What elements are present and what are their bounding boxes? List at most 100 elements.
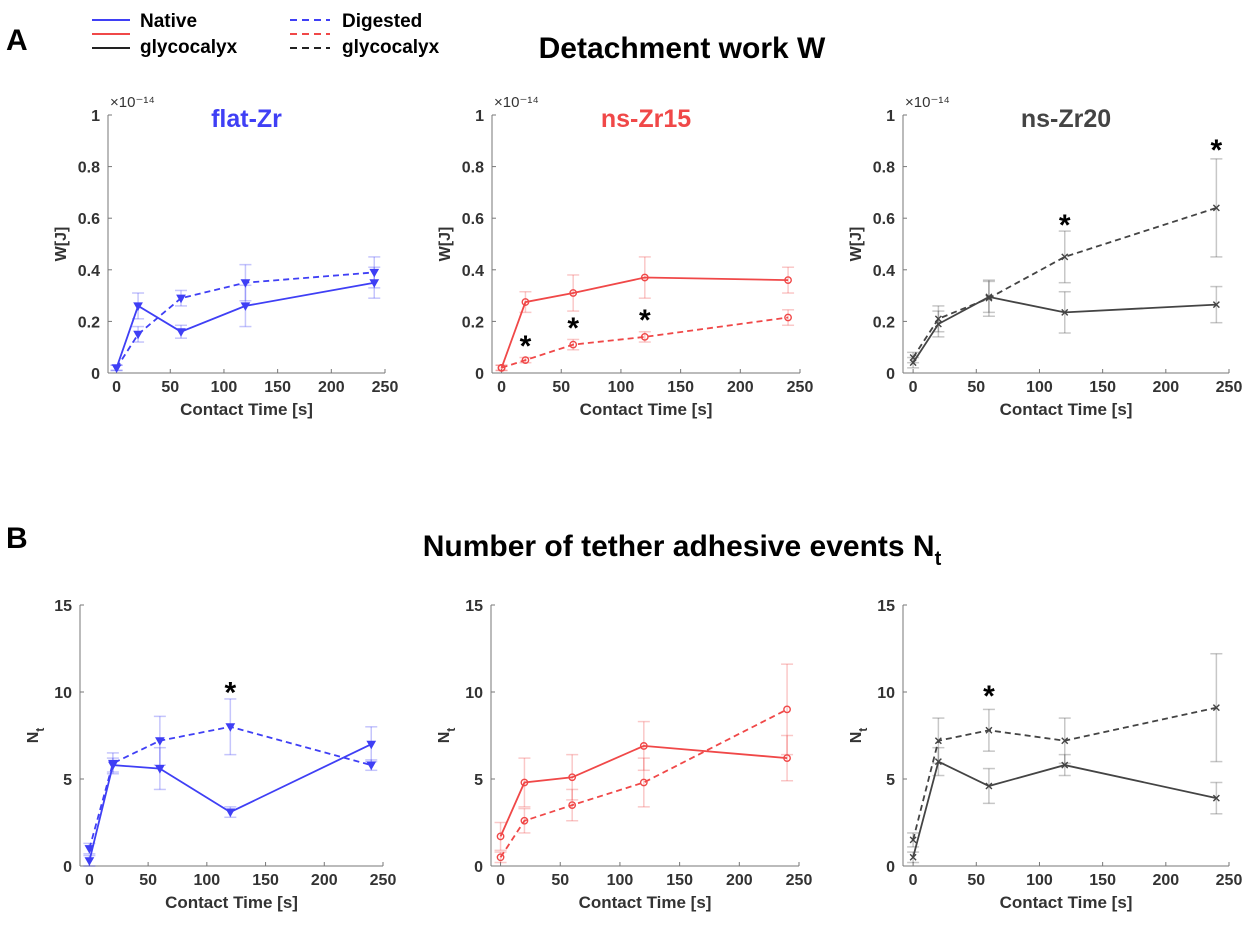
chart-b2-digested-series-errorbar bbox=[637, 757, 650, 808]
chart-b3-native-series-marker-stroke bbox=[934, 758, 942, 766]
chart-a1-digested-series-marker bbox=[133, 330, 143, 340]
chart-b1-x-tick-label: 100 bbox=[193, 872, 220, 889]
chart-a1-y-tick-label: 0.2 bbox=[78, 314, 100, 331]
chart-b3-digested-series bbox=[907, 652, 1223, 848]
chart-a3-native-series-marker-stroke bbox=[985, 293, 993, 301]
chart-b3-x-tick-label: 0 bbox=[909, 872, 918, 889]
chart-a2-y-tick-label: 0.8 bbox=[462, 160, 484, 177]
legend-native-label: Native bbox=[140, 11, 197, 32]
chart-b3-y-tick-label: 10 bbox=[877, 685, 895, 702]
chart-b2-x-tick-label: 0 bbox=[496, 872, 505, 889]
chart-a1-x-tick-label: 100 bbox=[211, 379, 238, 396]
chart-a2-x-axis-label: Contact Time [s] bbox=[580, 400, 713, 419]
chart-b1-y-tick-label: 5 bbox=[63, 772, 72, 789]
chart-a3-y-tick-label: 0.8 bbox=[873, 160, 895, 177]
panel-a-label: A bbox=[6, 24, 28, 57]
chart-b1-native-series bbox=[83, 726, 378, 867]
chart-b2-native-series-errorbar bbox=[494, 821, 507, 852]
chart-b3-digested-series-marker bbox=[1212, 704, 1220, 712]
chart-a2-native-series-marker bbox=[521, 298, 530, 306]
chart-a3-y-tick-label: 0.2 bbox=[873, 314, 895, 331]
chart-b3-y-tick-label: 0 bbox=[886, 859, 895, 876]
chart-b3-x-tick-label: 150 bbox=[1089, 872, 1116, 889]
chart-a1-y-tick-label: 0 bbox=[91, 366, 100, 383]
chart-a3-native-series-marker bbox=[1212, 301, 1220, 309]
chart-a2-native-series-line bbox=[500, 276, 789, 369]
chart-a2-subtitle: ns-Zr15 bbox=[601, 105, 691, 133]
chart-b2-y-axis-label: Nt bbox=[436, 728, 458, 744]
legend-digested-label-2: glycocalyx bbox=[342, 37, 440, 58]
chart-a1-exponent-label: ×10⁻¹⁴ bbox=[110, 94, 155, 111]
chart-a2-x-tick-label: 200 bbox=[727, 379, 754, 396]
chart-a2-significance-star: * bbox=[639, 304, 651, 337]
legend: Native glycocalyx Digested glycocalyx bbox=[92, 11, 440, 58]
chart-b3-digested-series-marker-stroke bbox=[1212, 704, 1220, 712]
chart-b1-digested-series-marker bbox=[225, 723, 236, 732]
chart-a2-significance-star: * bbox=[567, 312, 579, 345]
chart-b1-native-series-marker bbox=[225, 808, 236, 818]
chart-a3-x-tick-label: 150 bbox=[1089, 379, 1116, 396]
chart-a3-native-series-marker-stroke bbox=[909, 359, 917, 367]
chart-b3-digested-series-marker-stroke bbox=[1061, 737, 1069, 745]
chart-a3-x-axis-label: Contact Time [s] bbox=[1000, 400, 1133, 419]
chart-b3-digested-series-marker-stroke bbox=[909, 836, 917, 844]
chart-a2-x-tick-label: 0 bbox=[497, 379, 506, 396]
chart-b2-y-axis-label-sub: t bbox=[444, 728, 458, 732]
chart-a2-native-series-marker bbox=[640, 273, 649, 282]
chart-b3-digested-series-marker bbox=[934, 737, 942, 745]
chart-b3-native-series-marker-stroke bbox=[985, 782, 993, 790]
chart-b2-x-tick-label: 200 bbox=[726, 872, 753, 889]
chart-b2-native-series-marker bbox=[639, 742, 648, 750]
chart-a3-y-axis-label-main: W[J] bbox=[848, 227, 865, 262]
chart-a1-y-axis-label-main: W[J] bbox=[53, 227, 70, 262]
chart-b2-x-tick-label: 250 bbox=[786, 872, 813, 889]
chart-b2-digested-series-marker bbox=[639, 778, 648, 787]
chart-a3-y-tick-label: 0 bbox=[886, 366, 895, 383]
chart-b1-y-tick-label: 10 bbox=[54, 685, 72, 702]
chart-b1-x-tick-label: 150 bbox=[252, 872, 279, 889]
chart-a2-x-tick-label: 50 bbox=[552, 379, 570, 396]
chart-a1-y-tick-label: 1 bbox=[91, 108, 100, 125]
chart-b1-y-axis-label-main: N bbox=[25, 732, 42, 744]
chart-b2-digested-series-marker bbox=[568, 801, 577, 809]
chart-b1-digested-series bbox=[83, 698, 378, 855]
chart-a2-x-tick-label: 150 bbox=[667, 379, 694, 396]
title-detachment-work: Detachment work W bbox=[539, 32, 826, 65]
chart-b2-native-series-marker bbox=[520, 778, 529, 787]
chart-a2-digested-series bbox=[495, 309, 795, 372]
chart-b3-digested-series-marker-stroke bbox=[985, 726, 993, 734]
chart-b2-digested-series-marker bbox=[496, 853, 505, 862]
chart-a3-digested-series-marker bbox=[985, 294, 993, 302]
chart-a2-exponent-label: ×10⁻¹⁴ bbox=[494, 94, 539, 111]
chart-b3-y-tick-label: 15 bbox=[877, 598, 895, 615]
chart-a1-digested-series bbox=[110, 256, 381, 373]
chart-b2-native-series-marker bbox=[783, 754, 791, 763]
chart-a2-digested-series-marker bbox=[784, 313, 792, 322]
chart-a1-native-series-marker bbox=[369, 279, 380, 288]
chart-a2-native-series bbox=[495, 256, 795, 372]
chart-a2-x-tick-label: 250 bbox=[787, 379, 814, 396]
chart-b2-x-axis-label: Contact Time [s] bbox=[579, 893, 712, 912]
chart-b1-digested-series-marker bbox=[108, 759, 118, 769]
chart-a1-digested-series-marker bbox=[111, 364, 122, 373]
chart-a3: 0 50 100 150 200 250 0 0.2 0.4 0.6 0.8 1 Contact Tim… bbox=[848, 94, 1242, 419]
chart-a1-y-tick-label: 0.6 bbox=[78, 211, 100, 228]
chart-b3-native-series-marker bbox=[934, 758, 942, 766]
chart-b1-x-tick-label: 250 bbox=[370, 872, 397, 889]
chart-a1: 0 50 100 150 200 250 0 0.2 0.4 0.6 0.8 1 Contact Tim… bbox=[53, 94, 398, 419]
chart-a1-x-tick-label: 250 bbox=[372, 379, 399, 396]
chart-a3-digested-series bbox=[907, 158, 1223, 364]
title-tether-events-sub: t bbox=[935, 548, 942, 570]
chart-a2-native-series-marker bbox=[569, 289, 578, 297]
chart-b3-x-tick-label: 200 bbox=[1152, 872, 1179, 889]
chart-b3-digested-series-marker bbox=[1061, 737, 1069, 745]
chart-a1-digested-series-marker bbox=[240, 279, 251, 288]
chart-a3-digested-series-marker-stroke bbox=[934, 315, 942, 323]
chart-b1-digested-series-marker bbox=[366, 761, 377, 771]
chart-b1-y-axis-label-sub: t bbox=[33, 728, 47, 732]
chart-b3-digested-series-marker bbox=[985, 726, 993, 734]
chart-a3-digested-series-marker-stroke bbox=[909, 354, 917, 362]
chart-b2-native-series bbox=[494, 720, 794, 852]
chart-a1-x-axis-label: Contact Time [s] bbox=[180, 400, 313, 419]
chart-a2-digested-series-marker bbox=[640, 332, 649, 341]
